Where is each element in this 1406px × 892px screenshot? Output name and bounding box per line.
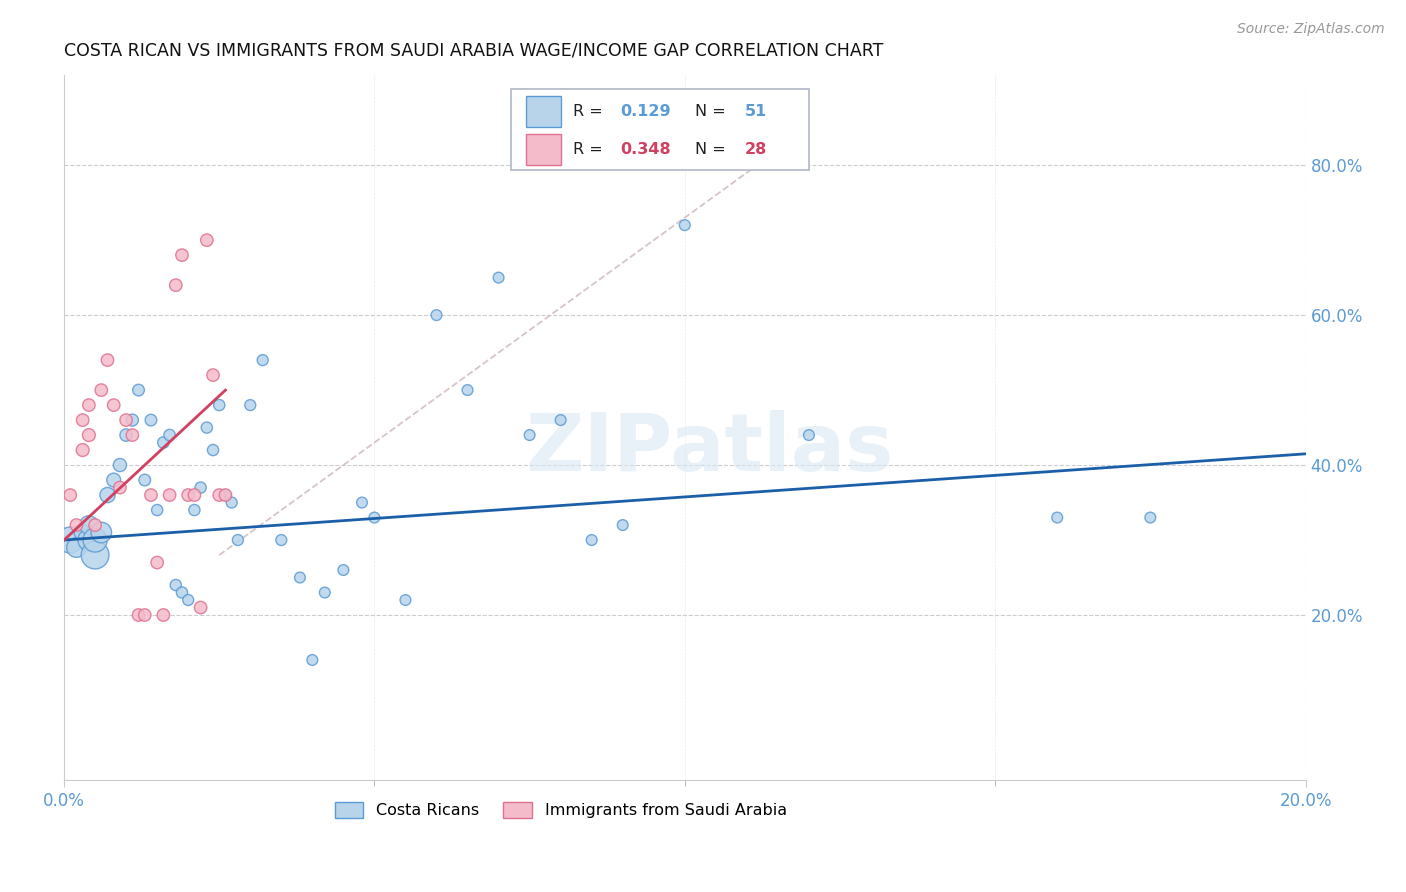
Point	[65, 541, 87, 555]
Point	[425, 308, 447, 322]
Point	[72, 443, 94, 458]
Point	[214, 488, 236, 502]
Text: Source: ZipAtlas.com: Source: ZipAtlas.com	[1237, 22, 1385, 37]
Text: COSTA RICAN VS IMMIGRANTS FROM SAUDI ARABIA WAGE/INCOME GAP CORRELATION CHART: COSTA RICAN VS IMMIGRANTS FROM SAUDI ARA…	[65, 42, 883, 60]
Point	[208, 398, 231, 412]
Point	[673, 218, 696, 232]
Point	[77, 428, 100, 442]
Point	[103, 473, 125, 487]
Point	[195, 420, 218, 434]
Point	[202, 443, 225, 458]
Point	[190, 481, 212, 495]
Text: 28: 28	[744, 143, 766, 158]
Point	[270, 533, 292, 547]
Point	[121, 428, 143, 442]
Text: N =: N =	[695, 103, 731, 119]
Point	[84, 533, 107, 547]
Point	[139, 413, 162, 427]
Text: ZIPatlas: ZIPatlas	[526, 409, 894, 488]
Point	[488, 270, 510, 285]
Point	[77, 518, 100, 533]
Text: 0.129: 0.129	[620, 103, 671, 119]
Text: R =: R =	[574, 103, 607, 119]
Point	[146, 503, 169, 517]
Point	[314, 585, 336, 599]
Point	[190, 600, 212, 615]
Point	[239, 398, 262, 412]
Point	[108, 458, 131, 472]
Text: 0.348: 0.348	[620, 143, 671, 158]
Point	[202, 368, 225, 383]
Point	[159, 428, 181, 442]
Point	[159, 488, 181, 502]
Point	[214, 488, 236, 502]
Point	[363, 510, 385, 524]
Point	[96, 353, 118, 368]
Point	[165, 578, 187, 592]
Text: N =: N =	[695, 143, 731, 158]
FancyBboxPatch shape	[526, 95, 561, 127]
Point	[550, 413, 572, 427]
Point	[301, 653, 323, 667]
Point	[183, 488, 205, 502]
Point	[252, 353, 274, 368]
Point	[457, 383, 479, 397]
Point	[128, 607, 150, 622]
Point	[152, 607, 174, 622]
Point	[84, 518, 107, 533]
Legend: Costa Ricans, Immigrants from Saudi Arabia: Costa Ricans, Immigrants from Saudi Arab…	[328, 796, 793, 825]
Point	[59, 533, 82, 547]
Point	[581, 533, 603, 547]
Point	[394, 593, 416, 607]
Point	[1046, 510, 1069, 524]
Point	[115, 413, 138, 427]
Point	[146, 556, 169, 570]
Point	[134, 473, 156, 487]
Point	[84, 548, 107, 562]
Point	[77, 398, 100, 412]
FancyBboxPatch shape	[526, 135, 561, 166]
Point	[612, 518, 634, 533]
Point	[170, 585, 193, 599]
Point	[170, 248, 193, 262]
Point	[165, 278, 187, 293]
Point	[96, 488, 118, 502]
Point	[90, 525, 112, 540]
Point	[72, 525, 94, 540]
Point	[72, 413, 94, 427]
Point	[128, 383, 150, 397]
Point	[221, 495, 243, 509]
Point	[332, 563, 354, 577]
Point	[195, 233, 218, 247]
Point	[65, 518, 87, 533]
Text: R =: R =	[574, 143, 607, 158]
Text: 51: 51	[744, 103, 766, 119]
Point	[208, 488, 231, 502]
Point	[59, 488, 82, 502]
Point	[134, 607, 156, 622]
Point	[152, 435, 174, 450]
Point	[519, 428, 541, 442]
FancyBboxPatch shape	[510, 89, 808, 170]
Point	[121, 413, 143, 427]
Point	[797, 428, 820, 442]
Point	[1139, 510, 1161, 524]
Point	[108, 481, 131, 495]
Point	[177, 488, 200, 502]
Point	[139, 488, 162, 502]
Point	[288, 570, 311, 584]
Point	[226, 533, 249, 547]
Point	[183, 503, 205, 517]
Point	[115, 428, 138, 442]
Point	[177, 593, 200, 607]
Point	[90, 383, 112, 397]
Point	[77, 533, 100, 547]
Point	[350, 495, 373, 509]
Point	[103, 398, 125, 412]
